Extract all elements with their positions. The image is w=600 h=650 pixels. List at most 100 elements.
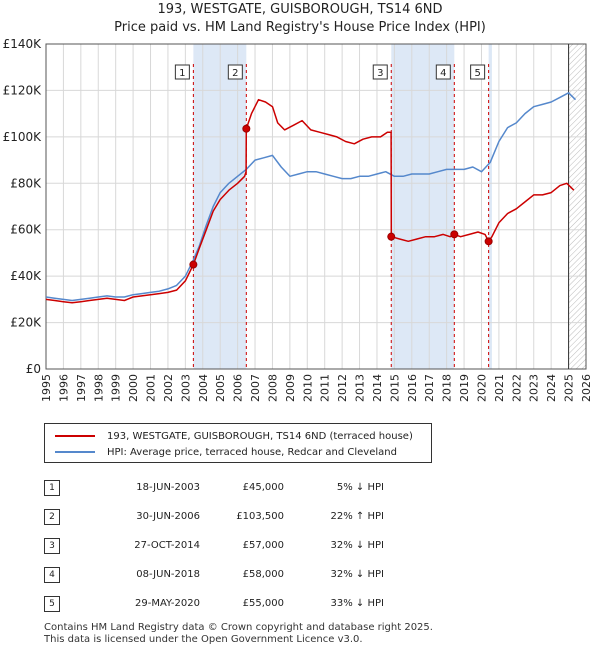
y-tick-label: £140K — [3, 37, 43, 51]
forecast-hatch — [568, 44, 586, 369]
plot-frame — [45, 43, 587, 370]
chart-subtitle: Price paid vs. HM Land Registry's House … — [114, 20, 486, 35]
sale-hpi-diff: 22% ↑ HPI — [330, 511, 384, 522]
sale-number: 2 — [44, 508, 60, 525]
sale-marker-label: 4 — [440, 68, 446, 79]
sale-date: 27-OCT-2014 — [134, 540, 200, 551]
sale-marker-label: 1 — [179, 68, 185, 79]
chart-title: 193, WESTGATE, GUISBOROUGH, TS14 6ND — [157, 2, 443, 17]
x-tick-label: 2008 — [266, 374, 279, 402]
x-tick-label: 1998 — [92, 374, 105, 402]
sale-price: £55,000 — [242, 598, 284, 609]
y-tick-label: £60K — [10, 223, 42, 237]
sale-date: 08-JUN-2018 — [136, 569, 200, 580]
chart-legend: 193, WESTGATE, GUISBOROUGH, TS14 6ND (te… — [44, 423, 432, 463]
x-tick-label: 1995 — [40, 374, 53, 402]
legend-swatch-property — [55, 435, 95, 437]
x-tick-label: 2017 — [423, 374, 436, 402]
x-tick-label: 2021 — [493, 374, 506, 402]
x-tick-label: 2025 — [563, 374, 576, 402]
x-tick-label: 2009 — [284, 374, 297, 402]
x-tick-label: 2016 — [406, 374, 419, 402]
ownership-shade — [391, 44, 455, 369]
x-tick-label: 2011 — [319, 374, 332, 402]
x-tick-label: 2015 — [388, 374, 401, 402]
legend-label-hpi: HPI: Average price, terraced house, Redc… — [107, 446, 397, 458]
sale-marker-box — [227, 64, 243, 80]
sale-number: 5 — [44, 595, 60, 612]
y-tick-label: £120K — [3, 83, 43, 97]
legend-swatch-hpi — [55, 451, 95, 453]
x-tick-label: 2013 — [354, 374, 367, 402]
sale-date: 18-JUN-2003 — [136, 482, 200, 493]
sale-marker-label: 5 — [474, 68, 480, 79]
x-tick-label: 2018 — [441, 374, 454, 402]
y-tick-label: £40K — [10, 269, 42, 283]
sale-point — [242, 124, 251, 133]
x-tick-label: 2012 — [336, 374, 349, 402]
sale-point — [189, 260, 198, 269]
x-tick-label: 2014 — [371, 374, 384, 402]
sale-row: 5 29-MAY-2020 £55,000 33% ↓ HPI — [44, 589, 384, 618]
x-tick-label: 2019 — [458, 374, 471, 402]
x-tick-label: 2020 — [475, 374, 488, 402]
sale-number: 4 — [44, 566, 60, 583]
x-tick-label: 2004 — [197, 374, 210, 402]
sale-marker-box — [435, 64, 451, 80]
sale-row: 4 08-JUN-2018 £58,000 32% ↓ HPI — [44, 560, 384, 589]
x-tick-label: 2006 — [232, 374, 245, 402]
property-price-line — [45, 98, 575, 304]
x-tick-label: 2000 — [127, 374, 140, 402]
footer-copyright: Contains HM Land Registry data © Crown c… — [44, 622, 433, 633]
x-tick-label: 1996 — [57, 374, 70, 402]
sale-price: £57,000 — [242, 540, 284, 551]
x-tick-label: 2001 — [145, 374, 158, 402]
sale-point — [484, 237, 493, 246]
ownership-shade — [488, 44, 492, 369]
footer: Contains HM Land Registry data © Crown c… — [44, 622, 433, 646]
y-tick-label: £80K — [10, 176, 42, 190]
x-tick-label: 2007 — [249, 374, 262, 402]
sale-marker-box — [372, 64, 388, 80]
x-tick-label: 1999 — [110, 374, 123, 402]
x-tick-label: 2003 — [179, 374, 192, 402]
sale-number: 3 — [44, 537, 60, 554]
sale-hpi-diff: 5% ↓ HPI — [336, 482, 384, 493]
sale-row: 1 18-JUN-2003 £45,000 5% ↓ HPI — [44, 473, 384, 502]
y-tick-label: £100K — [3, 130, 43, 144]
sale-price: £45,000 — [242, 482, 284, 493]
sale-hpi-diff: 33% ↓ HPI — [330, 598, 384, 609]
legend-label-property: 193, WESTGATE, GUISBOROUGH, TS14 6ND (te… — [107, 430, 413, 442]
sale-hpi-diff: 32% ↓ HPI — [330, 540, 384, 551]
x-tick-label: 2023 — [528, 374, 541, 402]
price-chart: £0 £20K £40K £60K £80K £100K £120K £140K 1995 199… — [3, 37, 593, 402]
x-tick-label: 2002 — [162, 374, 175, 402]
sale-marker-box — [174, 64, 190, 80]
sales-table: 1 18-JUN-2003 £45,000 5% ↓ HPI 2 30-JUN-… — [44, 473, 384, 618]
sale-row: 3 27-OCT-2014 £57,000 32% ↓ HPI — [44, 531, 384, 560]
footer-licence: This data is licensed under the Open Gov… — [44, 634, 363, 645]
sale-marker-label: 2 — [232, 68, 238, 79]
sale-row: 2 30-JUN-2006 £103,500 22% ↑ HPI — [44, 502, 384, 531]
sale-marker-label: 3 — [377, 68, 383, 79]
sale-price: £58,000 — [242, 569, 284, 580]
x-tick-label: 2005 — [214, 374, 227, 402]
x-tick-label: 2010 — [301, 374, 314, 402]
x-tick-label: 2024 — [545, 374, 558, 402]
hpi-line — [45, 92, 577, 302]
x-tick-label: 2026 — [580, 374, 593, 402]
legend-item-hpi: HPI: Average price, terraced house, Redc… — [55, 445, 397, 459]
sale-number: 1 — [44, 479, 60, 496]
sale-price: £103,500 — [236, 511, 284, 522]
sale-hpi-diff: 32% ↓ HPI — [330, 569, 384, 580]
y-tick-label: £20K — [10, 316, 42, 330]
x-tick-label: 2022 — [510, 374, 523, 402]
x-tick-label: 1997 — [75, 374, 88, 402]
sale-point — [387, 232, 396, 241]
sale-marker-box — [470, 64, 486, 80]
sale-point — [450, 230, 459, 239]
y-tick-label: £0 — [26, 362, 41, 376]
legend-item-property: 193, WESTGATE, GUISBOROUGH, TS14 6ND (te… — [55, 429, 413, 443]
sale-date: 30-JUN-2006 — [136, 511, 200, 522]
sale-date: 29-MAY-2020 — [134, 598, 200, 609]
